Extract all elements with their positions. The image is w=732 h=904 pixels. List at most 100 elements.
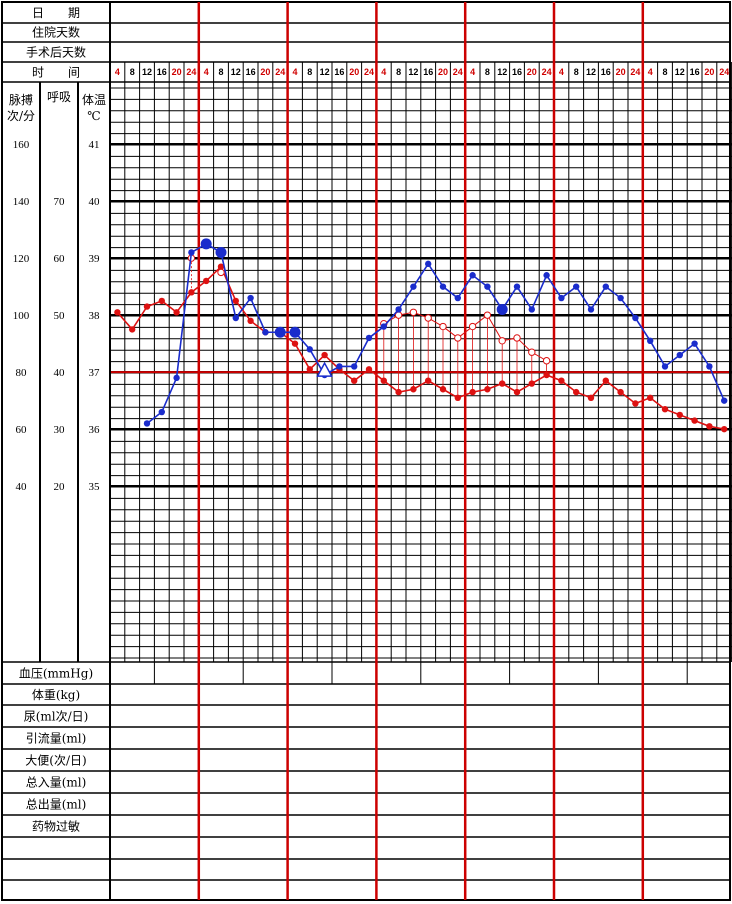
pulse-scale-label: 140 bbox=[13, 196, 30, 208]
bottom-row-label: 血压(mmHg) bbox=[19, 667, 93, 681]
temperature-point bbox=[158, 408, 165, 416]
temperature-point bbox=[706, 363, 713, 370]
pulse-fever-point bbox=[468, 322, 477, 331]
time-tick-label: 24 bbox=[453, 67, 463, 77]
time-tick-label: 8 bbox=[307, 67, 312, 77]
time-tick-label: 8 bbox=[218, 67, 223, 77]
temp-scale-label: 35 bbox=[89, 481, 101, 493]
temp-scale-label: 40 bbox=[89, 196, 101, 208]
temperature-point bbox=[289, 326, 301, 338]
time-tick-label: 4 bbox=[115, 67, 120, 77]
time-tick-label: 4 bbox=[381, 67, 386, 77]
pulse-point bbox=[691, 417, 698, 424]
chart-series bbox=[114, 238, 728, 433]
temp-scale-label: 41 bbox=[89, 139, 100, 151]
temperature-point bbox=[484, 283, 491, 290]
bottom-row-label: 总入量(ml) bbox=[26, 776, 87, 790]
pulse-point bbox=[632, 400, 639, 407]
special-triangle-marker bbox=[316, 361, 333, 377]
pulse-point bbox=[173, 309, 180, 316]
time-tick-label: 24 bbox=[542, 67, 552, 77]
pulse-point bbox=[558, 377, 565, 384]
temperature-point bbox=[602, 283, 609, 290]
time-tick-label: 16 bbox=[512, 67, 522, 77]
pulse-point bbox=[203, 277, 210, 285]
header-row-label: 日 期 bbox=[32, 6, 80, 20]
time-tick-label: 8 bbox=[662, 67, 667, 77]
time-tick-label: 16 bbox=[246, 67, 256, 77]
temperature-point bbox=[395, 306, 402, 313]
pulse-point bbox=[573, 388, 580, 396]
temperature-point bbox=[306, 346, 313, 353]
resp-scale-label: 20 bbox=[54, 481, 66, 493]
time-tick-label: 20 bbox=[527, 67, 537, 77]
resp-scale-label: 50 bbox=[54, 310, 66, 322]
pulse-point bbox=[395, 388, 402, 396]
time-tick-label: 4 bbox=[648, 67, 653, 77]
temperature-point bbox=[573, 283, 580, 290]
pulse-point bbox=[247, 317, 254, 325]
pulse-point bbox=[306, 366, 313, 373]
temperature-point bbox=[543, 272, 550, 279]
time-tick-label: 20 bbox=[349, 67, 359, 77]
pulse-fever-point bbox=[513, 334, 521, 342]
temperature-line bbox=[146, 242, 725, 425]
pulse-point bbox=[528, 380, 535, 387]
pulse-point bbox=[425, 377, 432, 384]
time-tick-label: 12 bbox=[320, 67, 330, 77]
temperature-point bbox=[425, 260, 432, 268]
temp-scale-label: 37 bbox=[89, 367, 101, 379]
pulse-point bbox=[454, 394, 461, 401]
bottom-row-label: 体重(kg) bbox=[32, 688, 80, 702]
pulse-fever-point bbox=[409, 308, 418, 316]
time-tick-label: 8 bbox=[396, 67, 401, 77]
time-tick-label: 8 bbox=[130, 67, 135, 77]
pulse-unit-label: 次/分 bbox=[7, 109, 35, 123]
pulse-scale-label: 40 bbox=[16, 481, 28, 493]
pulse-point bbox=[217, 263, 225, 270]
time-tick-label: 8 bbox=[485, 67, 490, 77]
pulse-point bbox=[469, 388, 476, 396]
bottom-row-label: 总出量(ml) bbox=[26, 798, 87, 812]
pulse-point bbox=[232, 297, 239, 305]
temperature-point bbox=[454, 294, 461, 302]
temperature-point bbox=[351, 363, 358, 370]
time-tick-label: 24 bbox=[719, 67, 729, 77]
pulse-point bbox=[439, 386, 447, 393]
pulse-point bbox=[543, 371, 550, 379]
pulse-point bbox=[114, 309, 121, 316]
pulse-point bbox=[499, 380, 506, 387]
time-tick-label: 12 bbox=[142, 67, 152, 77]
pulse-scale-label: 80 bbox=[16, 367, 28, 379]
time-tick-label: 16 bbox=[423, 67, 433, 77]
temperature-point bbox=[188, 249, 195, 256]
pulse-point bbox=[291, 340, 299, 347]
temperature-point bbox=[439, 283, 447, 290]
resp-scale-label: 40 bbox=[54, 367, 66, 379]
pulse-point bbox=[602, 377, 609, 384]
header-row-label: 手术后天数 bbox=[26, 45, 86, 60]
temperature-point bbox=[691, 340, 698, 347]
pulse-point bbox=[721, 425, 728, 433]
resp-scale-label: 70 bbox=[54, 196, 66, 208]
time-tick-label: 12 bbox=[497, 67, 507, 77]
temp-scale-label: 36 bbox=[89, 424, 101, 436]
time-tick-label: 20 bbox=[438, 67, 448, 77]
pulse-point bbox=[380, 377, 387, 384]
time-tick-label: 4 bbox=[470, 67, 475, 77]
pulse-scale-label: 160 bbox=[13, 139, 30, 151]
pulse-fever-point bbox=[528, 348, 536, 356]
pulse-point bbox=[676, 411, 683, 419]
time-tick-label: 12 bbox=[231, 67, 241, 77]
time-tick-label: 20 bbox=[260, 67, 270, 77]
temperature-point bbox=[528, 306, 535, 313]
pulse-fever-point bbox=[483, 311, 492, 319]
pulse-point bbox=[143, 303, 151, 310]
temperature-point bbox=[617, 294, 624, 302]
temperature-point bbox=[336, 363, 343, 370]
temperature-point bbox=[262, 329, 269, 336]
temperature-point bbox=[469, 272, 476, 279]
temp-axis-title: 体温 bbox=[82, 93, 106, 107]
